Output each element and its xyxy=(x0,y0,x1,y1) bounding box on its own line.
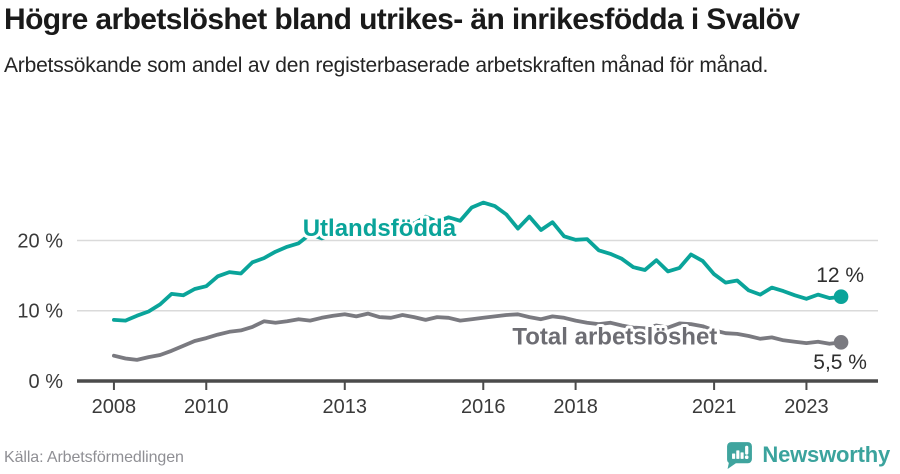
chart-line-total-arbetsl-shet xyxy=(112,311,843,362)
x-tick-label: 2023 xyxy=(784,396,829,418)
x-tick-label: 2021 xyxy=(692,396,737,418)
x-tick-label: 2008 xyxy=(92,396,137,418)
page-subtitle: Arbetssökande som andel av den registerb… xyxy=(4,53,769,77)
logo-exclamation-dot xyxy=(745,455,749,460)
end-value-label: 5,5 % xyxy=(813,351,867,374)
end-value-label: 12 % xyxy=(816,264,864,287)
y-tick-label: 10 % xyxy=(17,301,63,323)
logo-bar-3 xyxy=(740,452,745,459)
newsworthy-brand: Newsworthy xyxy=(725,440,890,469)
logo-bar-1 xyxy=(732,453,736,459)
logo-exclamation-bar xyxy=(745,445,749,455)
x-tick-label: 2018 xyxy=(553,396,598,418)
x-tick-label: 2013 xyxy=(323,396,368,418)
chart-line-utlandsf-dda xyxy=(112,200,843,323)
x-tick-label: 2016 xyxy=(461,396,506,418)
y-tick-label: 20 % xyxy=(17,230,63,252)
end-dot-utlandsf-dda xyxy=(833,289,849,304)
x-tick-label: 2010 xyxy=(184,396,229,418)
end-dot-total-arbetsl-shet xyxy=(833,335,849,350)
y-tick-label: 0 % xyxy=(29,371,64,393)
logo-bar-2 xyxy=(736,450,740,459)
series-label: Total arbetslöshet xyxy=(512,324,717,351)
newsworthy-logo-icon xyxy=(727,442,753,469)
chart-header: Högre arbetslöshet bland utrikes- än inr… xyxy=(4,2,896,80)
page-title: Högre arbetslöshet bland utrikes- än inr… xyxy=(4,3,800,36)
source-note: Källa: Arbetsförmedlingen xyxy=(4,449,184,466)
series-label: Utlandsfödda xyxy=(303,215,457,242)
brand-name: Newsworthy xyxy=(762,441,890,467)
